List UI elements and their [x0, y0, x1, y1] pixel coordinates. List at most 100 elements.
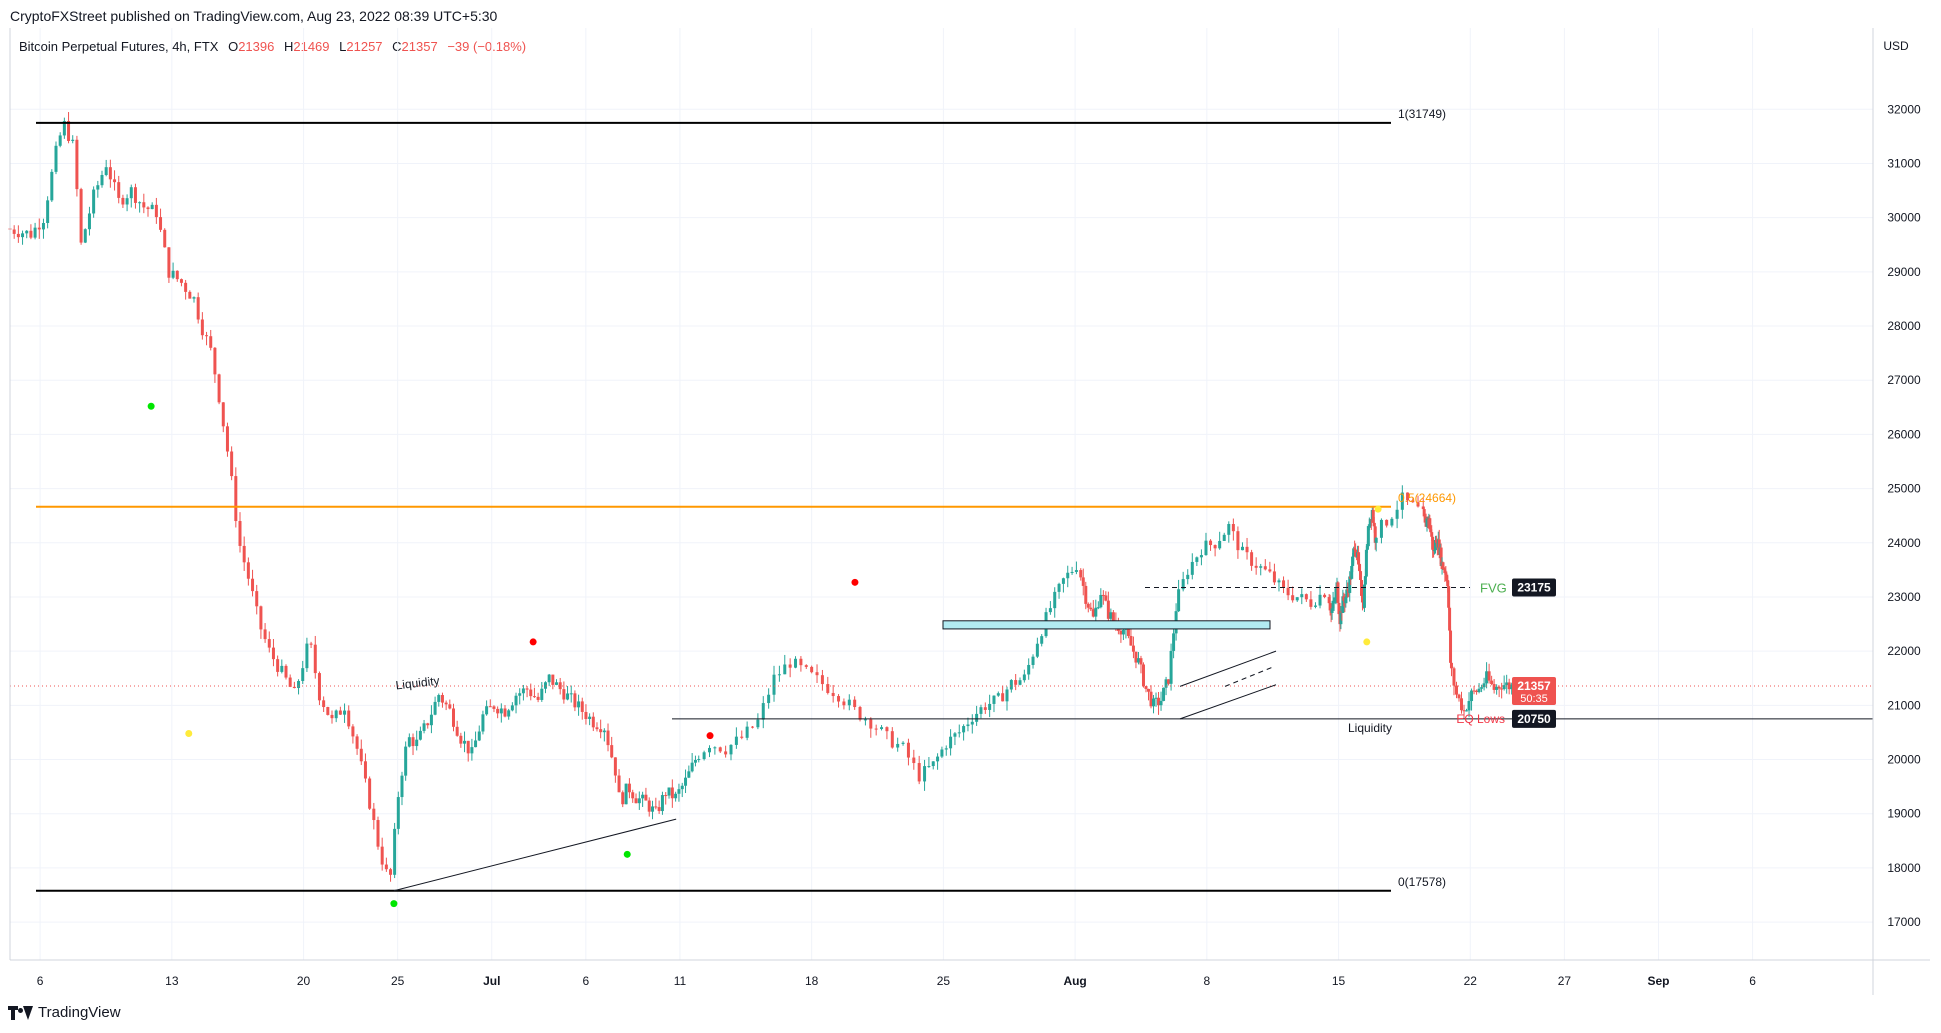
candle-body — [853, 699, 857, 708]
candle-body — [1070, 571, 1074, 573]
candle-body — [901, 742, 905, 744]
candle-body — [1333, 597, 1337, 601]
candle-body — [826, 684, 830, 693]
candle-body — [192, 297, 196, 299]
candle-body — [1218, 540, 1222, 549]
candle-body — [664, 795, 668, 797]
candle-body — [1022, 674, 1026, 681]
candle-body — [718, 747, 722, 752]
candle-body — [1318, 594, 1322, 606]
candle-body — [1336, 582, 1340, 603]
candle-body — [514, 695, 518, 706]
candle-body — [1268, 569, 1272, 572]
candle-body — [1001, 693, 1005, 702]
candle-body — [1282, 580, 1286, 588]
candle-body — [1172, 633, 1176, 651]
candle-body — [558, 682, 562, 690]
candle-body — [772, 674, 776, 695]
candle-body — [966, 724, 970, 727]
candle-body — [931, 761, 935, 767]
candle-body — [1367, 525, 1371, 527]
candle-body — [92, 189, 96, 214]
candle-body — [196, 297, 200, 320]
candle-body — [1364, 549, 1368, 577]
open-label: O — [228, 39, 239, 54]
candle-body — [940, 749, 944, 757]
candle-body — [654, 806, 658, 808]
candle-body — [1053, 591, 1057, 609]
candle-body — [1331, 601, 1335, 609]
candle-body — [1434, 540, 1438, 543]
x-tick-label: 13 — [165, 974, 179, 988]
candle-body — [1111, 612, 1115, 622]
candle-body — [573, 693, 577, 708]
candle-body — [1240, 546, 1244, 551]
candle-body — [1443, 569, 1447, 574]
candle-body — [1313, 605, 1317, 607]
candle-body — [121, 197, 125, 205]
x-tick-label: 6 — [582, 974, 589, 988]
fvg-label: FVG — [1480, 580, 1507, 595]
candle-body — [507, 710, 511, 717]
candle-body — [1352, 548, 1356, 557]
candle-body — [1204, 540, 1208, 556]
candle-body — [376, 820, 380, 847]
candle-body — [380, 846, 384, 865]
y-tick-label: 27000 — [1887, 373, 1921, 387]
candle-body — [936, 756, 940, 762]
grid — [10, 28, 1873, 960]
candle-body — [12, 229, 16, 234]
candle-body — [305, 643, 309, 669]
candle-body — [804, 665, 808, 667]
candle-body — [687, 771, 691, 778]
candle-body — [1066, 572, 1070, 579]
candle-body — [1472, 690, 1476, 692]
candle-body — [992, 695, 996, 704]
candle-body — [1363, 576, 1367, 585]
candle-body — [1350, 565, 1354, 579]
candle-body — [1309, 599, 1313, 607]
tradingview-logo[interactable]: TradingView — [8, 1004, 121, 1021]
candle-body — [1475, 690, 1479, 693]
x-tick-label: 6 — [1749, 974, 1756, 988]
candle-body — [547, 674, 551, 683]
candle-body — [288, 677, 292, 687]
candle-body — [697, 759, 701, 761]
candle-body — [1360, 595, 1364, 603]
candle-body — [503, 708, 507, 717]
candle-body — [1328, 603, 1332, 611]
candle-body — [1422, 509, 1426, 517]
candle-body — [1227, 523, 1231, 535]
candle-body — [21, 233, 25, 238]
candle-body — [837, 696, 841, 702]
candle-body — [1169, 650, 1173, 684]
candle-body — [880, 727, 884, 730]
candle-body — [1222, 534, 1226, 541]
candle-body — [400, 775, 404, 798]
signal-dot — [147, 402, 155, 410]
open-value: 21396 — [238, 39, 275, 54]
candle-body — [343, 710, 347, 715]
candle-body — [584, 711, 588, 720]
candle-body — [657, 807, 661, 812]
candle-body — [33, 227, 37, 238]
candle-body — [1157, 697, 1161, 706]
candle-body — [1342, 596, 1346, 601]
candle-body — [610, 745, 614, 758]
candle-body — [1465, 710, 1469, 712]
candle-body — [1106, 600, 1110, 619]
signal-dot — [390, 900, 398, 908]
candle-body — [1167, 679, 1171, 684]
candle-body — [355, 736, 359, 749]
candle-body — [1129, 635, 1133, 646]
y-tick-label: 26000 — [1887, 427, 1921, 441]
candle-body — [163, 229, 167, 248]
candle-body — [613, 757, 617, 776]
x-tick-label: Sep — [1647, 974, 1669, 988]
last-price-tag-bg — [1512, 676, 1556, 705]
candle-body — [292, 686, 296, 689]
candle-body — [46, 200, 50, 223]
candle-body — [962, 726, 966, 733]
y-tick-label: 21000 — [1887, 698, 1921, 712]
